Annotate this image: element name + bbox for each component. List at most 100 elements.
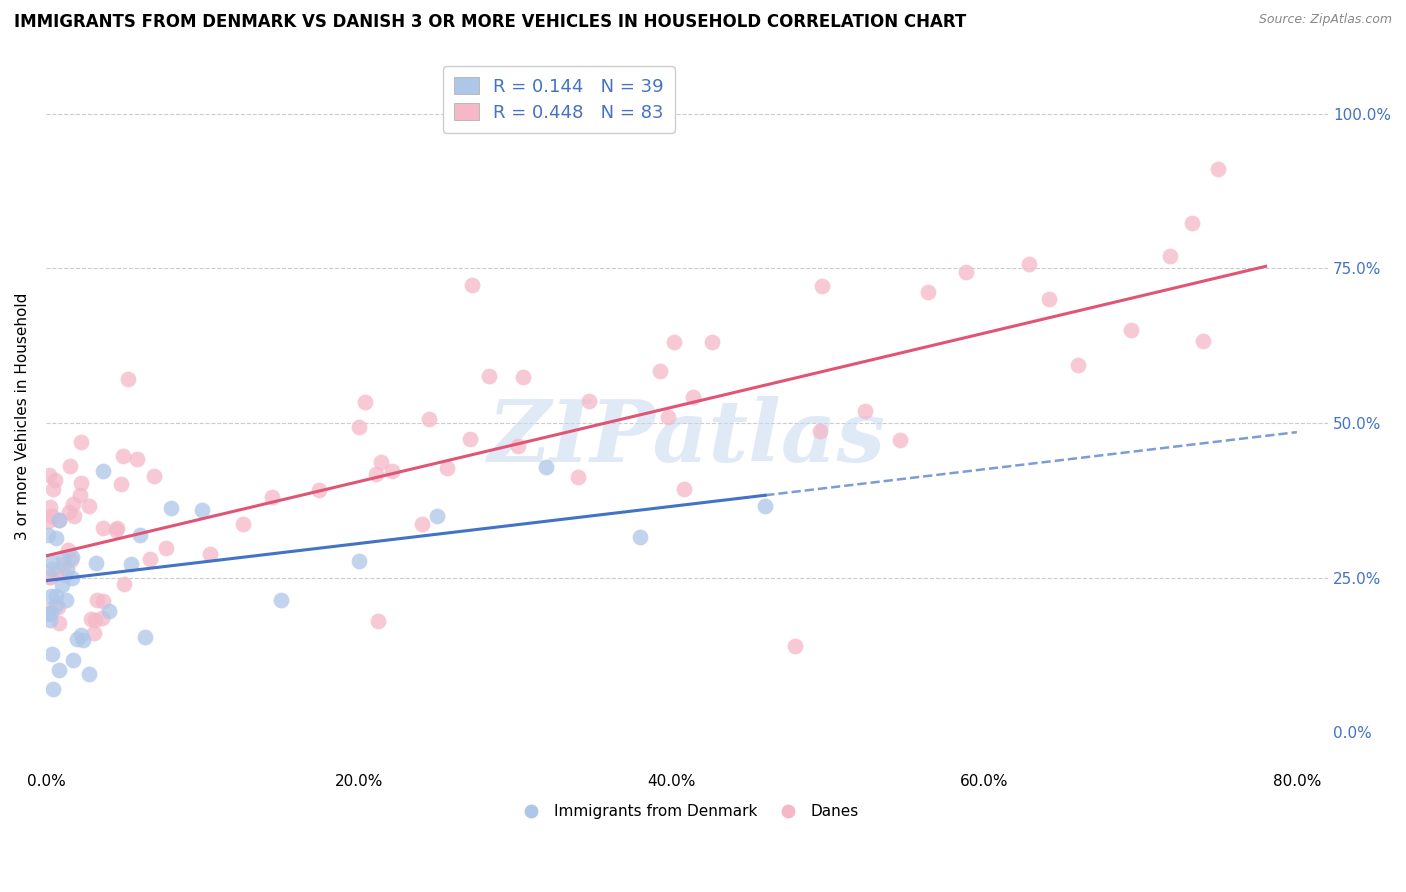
Point xyxy=(48,663,70,677)
Point xyxy=(46,599,69,614)
Point xyxy=(672,483,695,497)
Point xyxy=(139,552,162,566)
Point xyxy=(91,464,114,478)
Point xyxy=(70,435,93,450)
Point xyxy=(426,508,449,523)
Point xyxy=(52,552,75,566)
Point xyxy=(48,615,70,630)
Point xyxy=(48,513,70,527)
Point xyxy=(37,514,59,528)
Point xyxy=(955,265,977,279)
Point xyxy=(347,420,370,434)
Point xyxy=(567,470,589,484)
Point xyxy=(810,279,832,293)
Point xyxy=(80,612,103,626)
Point xyxy=(69,476,91,491)
Point xyxy=(83,626,105,640)
Point xyxy=(42,483,65,497)
Point xyxy=(60,549,83,564)
Point xyxy=(270,592,292,607)
Point xyxy=(45,566,67,581)
Legend: Immigrants from Denmark, Danes: Immigrants from Denmark, Danes xyxy=(509,798,865,825)
Point xyxy=(37,603,59,617)
Point xyxy=(1206,161,1229,176)
Point xyxy=(370,455,392,469)
Point xyxy=(260,490,283,504)
Text: ZIPatlas: ZIPatlas xyxy=(488,396,886,480)
Point xyxy=(39,613,62,627)
Point xyxy=(889,433,911,447)
Point xyxy=(783,639,806,653)
Point xyxy=(60,571,83,585)
Point xyxy=(55,592,77,607)
Point xyxy=(53,558,76,572)
Text: IMMIGRANTS FROM DENMARK VS DANISH 3 OR MORE VEHICLES IN HOUSEHOLD CORRELATION CH: IMMIGRANTS FROM DENMARK VS DANISH 3 OR M… xyxy=(14,13,966,31)
Point xyxy=(41,647,63,661)
Point xyxy=(91,594,114,608)
Point xyxy=(506,439,529,453)
Point xyxy=(39,500,62,515)
Point xyxy=(1018,257,1040,271)
Point xyxy=(1181,216,1204,230)
Point xyxy=(77,666,100,681)
Point xyxy=(232,516,254,531)
Point xyxy=(69,488,91,502)
Point xyxy=(700,334,723,349)
Point xyxy=(853,404,876,418)
Point xyxy=(62,653,84,667)
Point xyxy=(478,369,501,384)
Point xyxy=(91,521,114,535)
Point xyxy=(1038,292,1060,306)
Point xyxy=(63,508,86,523)
Point xyxy=(512,369,534,384)
Point xyxy=(198,547,221,561)
Point xyxy=(381,464,404,478)
Point xyxy=(45,589,67,603)
Point xyxy=(155,541,177,556)
Point xyxy=(808,425,831,439)
Point xyxy=(127,451,149,466)
Point xyxy=(418,412,440,426)
Point xyxy=(191,503,214,517)
Point xyxy=(112,577,135,591)
Point xyxy=(41,681,63,696)
Point xyxy=(105,523,128,537)
Point xyxy=(411,516,433,531)
Point xyxy=(1159,249,1181,263)
Y-axis label: 3 or more Vehicles in Household: 3 or more Vehicles in Household xyxy=(15,293,30,541)
Point xyxy=(62,497,84,511)
Point xyxy=(143,469,166,483)
Point xyxy=(682,390,704,404)
Point xyxy=(160,501,183,516)
Point xyxy=(38,570,60,584)
Text: Source: ZipAtlas.com: Source: ZipAtlas.com xyxy=(1258,13,1392,27)
Point xyxy=(134,630,156,644)
Point xyxy=(41,509,63,524)
Point xyxy=(436,461,458,475)
Point xyxy=(458,433,481,447)
Point xyxy=(39,607,62,621)
Point xyxy=(120,558,142,572)
Point xyxy=(45,598,67,612)
Point xyxy=(58,505,80,519)
Point xyxy=(38,467,60,482)
Point xyxy=(48,513,70,527)
Point xyxy=(917,285,939,300)
Point xyxy=(39,589,62,603)
Point xyxy=(41,562,63,576)
Point xyxy=(66,632,89,646)
Point xyxy=(754,499,776,513)
Point xyxy=(664,334,686,349)
Point xyxy=(84,613,107,627)
Point xyxy=(53,568,76,582)
Point xyxy=(111,449,134,463)
Point xyxy=(60,553,83,567)
Point xyxy=(37,527,59,541)
Point xyxy=(628,530,651,544)
Point xyxy=(97,604,120,618)
Point xyxy=(37,607,59,621)
Point xyxy=(354,394,377,409)
Point xyxy=(41,555,63,569)
Point xyxy=(86,593,108,607)
Point xyxy=(44,473,66,487)
